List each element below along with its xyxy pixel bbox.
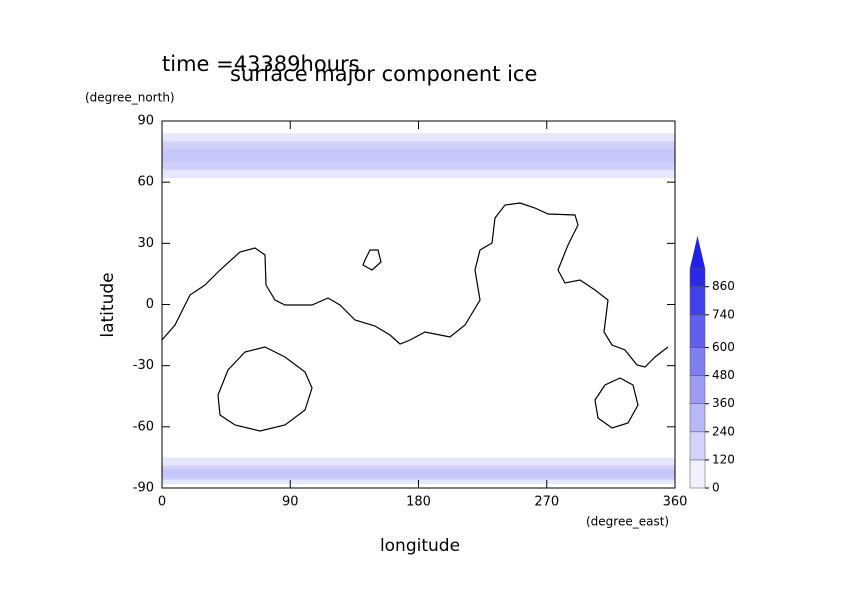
colorbar-box [689,375,706,404]
colorbar-box [689,403,706,433]
x-tick-label: 270 [534,495,559,510]
y-tick-label: 0 [146,297,154,312]
y-tick-label: 90 [137,114,154,129]
continent-outline [161,202,669,368]
colorbar-box [689,347,706,376]
ice-field [162,133,675,484]
y-tick-label: -90 [133,481,154,496]
y-tick-label: -60 [133,419,154,434]
y-unit: (degree_north) [85,91,175,105]
colorbar-box [689,431,706,461]
y-tick-label: 60 [137,175,154,190]
island-outline [594,377,639,429]
colorbar-tick-label: 0 [712,481,720,495]
colorbar-box [689,459,706,489]
x-axis-label: longitude [380,536,460,556]
ice-band [162,149,675,162]
colorbar-box [689,267,706,287]
ice-band [162,469,675,478]
colorbar-tick-label: 240 [712,424,735,438]
colorbar-box [689,314,706,348]
colorbar: 0 120 240 360 480 600 740 860 [689,236,735,495]
chart-title: surface major component ice [230,62,537,86]
y-axis-label: latitude [98,272,118,337]
colorbar-tick-label: 480 [712,368,735,382]
x-tick-label: 180 [406,495,431,510]
island-outline [362,249,382,271]
colorbar-box [689,286,706,316]
x-tick-label: 90 [282,495,299,510]
colorbar-tick-label: 600 [712,340,735,354]
coastline [161,202,669,432]
colorbar-tick-label: 740 [712,307,735,321]
y-tick-label: 30 [137,236,154,251]
colorbar-tick-label: 860 [712,279,735,293]
x-tick-label: 360 [663,495,688,510]
subtitle: time =43389hours [162,52,360,76]
continent-outline [217,346,313,432]
colorbar-tick-label: 360 [712,396,735,410]
colorbar-tick-label: 120 [712,452,735,466]
colorbar-extension [690,236,705,268]
x-tick-label: 0 [158,495,166,510]
x-unit: (degree_east) [586,515,669,529]
y-tick-label: -30 [133,358,154,373]
